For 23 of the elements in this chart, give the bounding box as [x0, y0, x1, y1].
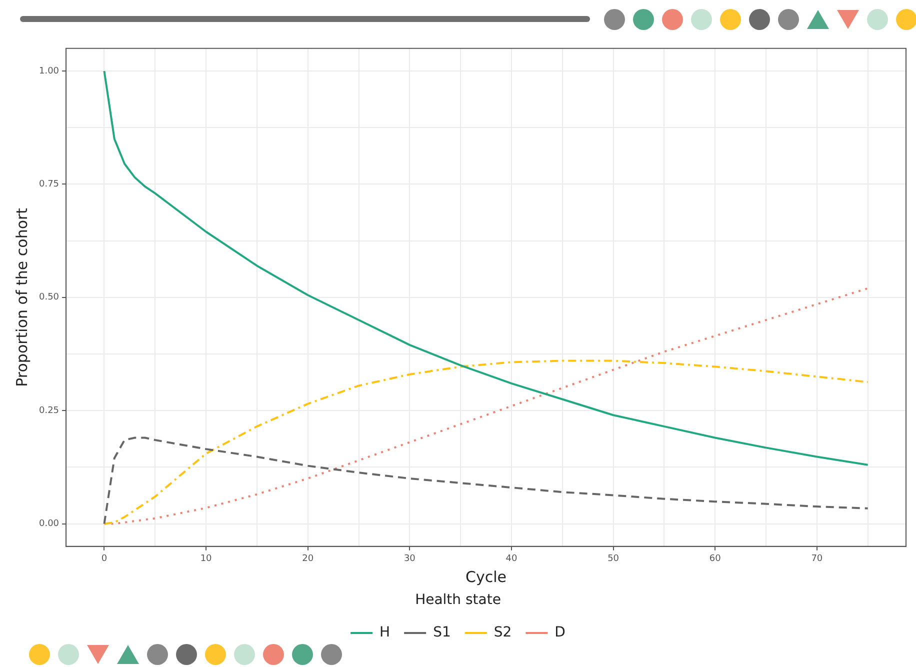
line-series [103, 436, 869, 525]
legend-label: D [554, 624, 566, 641]
y-tick-label: 1.00 [38, 66, 60, 76]
x-tick-label: 0 [101, 554, 108, 564]
legend-title: Health state [415, 592, 501, 608]
x-tick-label: 60 [709, 554, 722, 564]
y-axis-title: Proportion of the cohort [12, 208, 31, 387]
line-series [103, 287, 869, 525]
x-tick-label: 10 [200, 554, 212, 564]
y-tick-label: 0.00 [38, 519, 60, 530]
y-tick-label: 0.50 [38, 292, 60, 303]
legend-label: S1 [433, 624, 451, 641]
x-axis-title: Cycle [466, 568, 507, 586]
x-tick-label: 20 [302, 554, 314, 564]
line-series [103, 360, 869, 525]
x-tick-label: 30 [404, 554, 416, 564]
x-tick-label: 50 [608, 554, 620, 564]
y-tick-label: 0.25 [38, 406, 60, 416]
x-tick-label: 70 [811, 554, 823, 564]
legend-label: S2 [494, 624, 512, 641]
x-tick-label: 40 [506, 554, 518, 564]
legend-label: H [380, 624, 390, 641]
y-tick-label: 0.75 [38, 180, 60, 190]
